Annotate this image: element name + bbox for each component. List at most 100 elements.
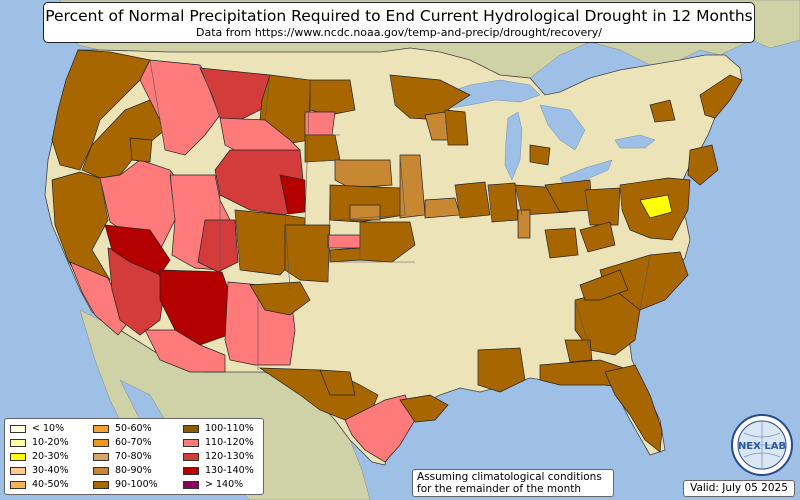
legend-item: 30-40% xyxy=(10,465,69,476)
legend-item: < 10% xyxy=(10,423,64,434)
legend-label: 40-50% xyxy=(32,479,69,490)
legend-item: 110-120% xyxy=(183,437,254,448)
legend-swatch xyxy=(10,424,26,433)
legend-item: 50-60% xyxy=(93,423,152,434)
region-texas-central xyxy=(319,369,356,396)
region-colorado-red xyxy=(214,149,306,216)
legend-swatch xyxy=(183,438,199,447)
region-arizona-south xyxy=(144,329,226,373)
region-texas-coast xyxy=(399,394,449,423)
legend-item: 70-80% xyxy=(93,451,152,462)
region-illinois xyxy=(454,181,491,219)
valid-date: Valid: July 05 2025 xyxy=(683,480,795,497)
region-plains-tan xyxy=(334,159,393,189)
title-box: Percent of Normal Precipitation Required… xyxy=(43,2,755,43)
logo-globe-lines xyxy=(738,421,786,469)
note-line-1: Assuming climatological conditions xyxy=(417,471,602,483)
legend-label: 110-120% xyxy=(205,437,254,448)
legend-swatch xyxy=(183,452,199,461)
region-dakota xyxy=(309,79,356,116)
legend-label: < 10% xyxy=(32,423,65,434)
legend-label: 20-30% xyxy=(32,451,69,462)
lake-ontario xyxy=(614,134,656,149)
legend-item: 130-140% xyxy=(183,465,254,476)
note-line-2: for the remainder of the month xyxy=(417,483,582,495)
legend-swatch xyxy=(10,438,26,447)
region-alabama xyxy=(564,339,593,363)
nexlab-logo: NEX LAB xyxy=(731,414,793,476)
legend-label: 100-110% xyxy=(205,423,254,434)
legend: < 10% 10-20% 20-30% 30-40% 40-50% 50-60% 60-70… xyxy=(4,418,264,495)
region-kansas xyxy=(329,184,406,223)
legend-item: 20-30% xyxy=(10,451,69,462)
legend-label: 70-80% xyxy=(115,451,152,462)
map-title: Percent of Normal Precipitation Required… xyxy=(45,7,753,25)
legend-swatch xyxy=(93,480,109,489)
lake-superior xyxy=(439,79,541,109)
region-oklahoma-light xyxy=(327,234,361,249)
lake-huron xyxy=(539,104,586,151)
region-michigan xyxy=(529,144,551,166)
region-tennessee xyxy=(579,269,629,301)
legend-label: > 140% xyxy=(205,479,244,490)
region-ohio-tan xyxy=(517,209,531,239)
region-kansas-tan xyxy=(349,204,381,221)
legend-swatch xyxy=(93,452,109,461)
legend-swatch xyxy=(10,480,26,489)
legend-item: 90-100% xyxy=(93,479,158,490)
legend-label: 10-20% xyxy=(32,437,69,448)
legend-label: 80-90% xyxy=(115,465,152,476)
legend-swatch xyxy=(93,424,109,433)
region-kentucky xyxy=(544,227,579,259)
legend-label: 60-70% xyxy=(115,437,152,448)
state-line xyxy=(99,59,651,385)
state-boundaries xyxy=(99,59,651,385)
legend-item: 120-130% xyxy=(183,451,254,462)
legend-label: 120-130% xyxy=(205,451,254,462)
lake-michigan xyxy=(504,111,523,181)
region-utah-red xyxy=(197,219,239,273)
legend-swatch xyxy=(93,466,109,475)
region-virginia xyxy=(579,221,616,253)
region-socal-light xyxy=(69,261,131,336)
region-wisconsin xyxy=(444,109,469,146)
region-texas-south xyxy=(344,394,416,463)
legend-label: 130-140% xyxy=(205,465,254,476)
legend-swatch xyxy=(183,424,199,433)
region-arizona xyxy=(159,269,233,346)
region-colorado-east xyxy=(284,224,331,283)
drought-regions xyxy=(51,49,743,463)
map-subtitle: Data from https://www.ncdc.noaa.gov/temp… xyxy=(196,26,602,39)
legend-swatch xyxy=(10,452,26,461)
legend-label: 50-60% xyxy=(115,423,152,434)
region-new-york xyxy=(687,144,719,186)
region-maryland-yellow xyxy=(639,194,673,219)
logo-text: NEX LAB xyxy=(738,441,786,452)
region-indiana xyxy=(487,182,519,223)
legend-item: 40-50% xyxy=(10,479,69,490)
region-iowa-tan2 xyxy=(424,197,461,219)
region-florida xyxy=(604,364,663,453)
region-oregon-coast xyxy=(129,137,153,163)
region-pennsylvania xyxy=(584,187,621,226)
legend-item: 80-90% xyxy=(93,465,152,476)
legend-label: 90-100% xyxy=(115,479,158,490)
legend-swatch xyxy=(183,466,199,475)
legend-label: 30-40% xyxy=(32,465,69,476)
legend-swatch xyxy=(183,480,199,489)
legend-swatch xyxy=(10,466,26,475)
region-maine xyxy=(699,74,743,119)
legend-item: 100-110% xyxy=(183,423,254,434)
climatology-note: Assuming climatological conditions for t… xyxy=(412,469,614,497)
legend-item: 60-70% xyxy=(93,437,152,448)
region-california xyxy=(51,171,111,291)
region-new-mexico-brown xyxy=(249,281,311,316)
legend-item: > 140% xyxy=(183,479,243,490)
region-dakota-light xyxy=(304,111,336,136)
region-vermont xyxy=(649,99,676,123)
region-nebraska xyxy=(304,134,341,163)
legend-swatch xyxy=(93,438,109,447)
legend-item: 10-20% xyxy=(10,437,69,448)
